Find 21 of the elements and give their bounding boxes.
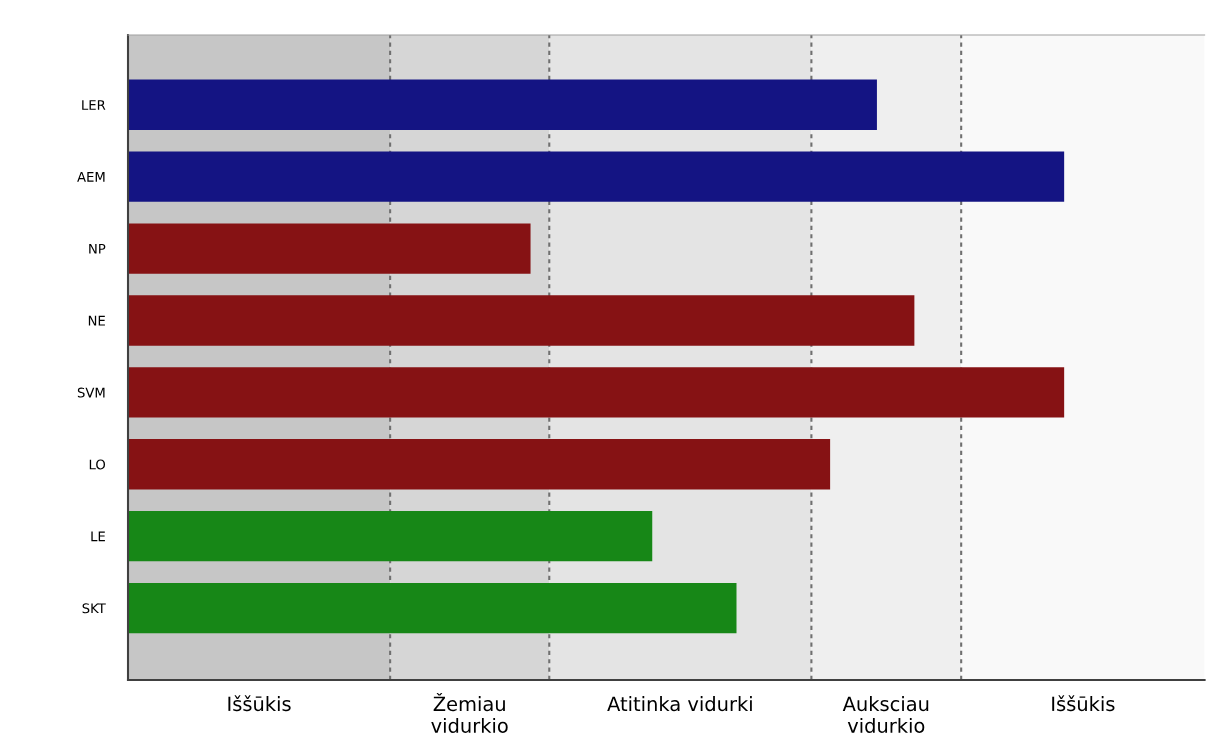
y-tick-label: SVM: [77, 387, 105, 398]
bar: [128, 439, 831, 490]
bar: [128, 295, 915, 346]
y-tick-label: NP: [89, 243, 106, 254]
bar: [128, 79, 877, 130]
y-tick-label: SKT: [82, 603, 106, 614]
band-label: Žemiau vidurkio: [431, 692, 508, 733]
band-label: Iššūkis: [1052, 695, 1115, 712]
bar: [128, 511, 653, 562]
y-tick-label: NE: [88, 315, 105, 326]
bar: [128, 151, 1065, 202]
bar: [128, 223, 531, 274]
y-tick-label: AEM: [77, 172, 105, 182]
band-label: Iššūkis: [228, 695, 291, 712]
y-tick-label: LER: [82, 100, 106, 110]
y-tick-label: LE: [91, 531, 105, 542]
band-label: Atitinka vidurki: [607, 696, 752, 712]
y-tick-label: LO: [89, 459, 106, 470]
bar: [128, 582, 737, 634]
band-label: Auksciau vidurkio: [842, 696, 929, 733]
bar: [128, 367, 1065, 418]
